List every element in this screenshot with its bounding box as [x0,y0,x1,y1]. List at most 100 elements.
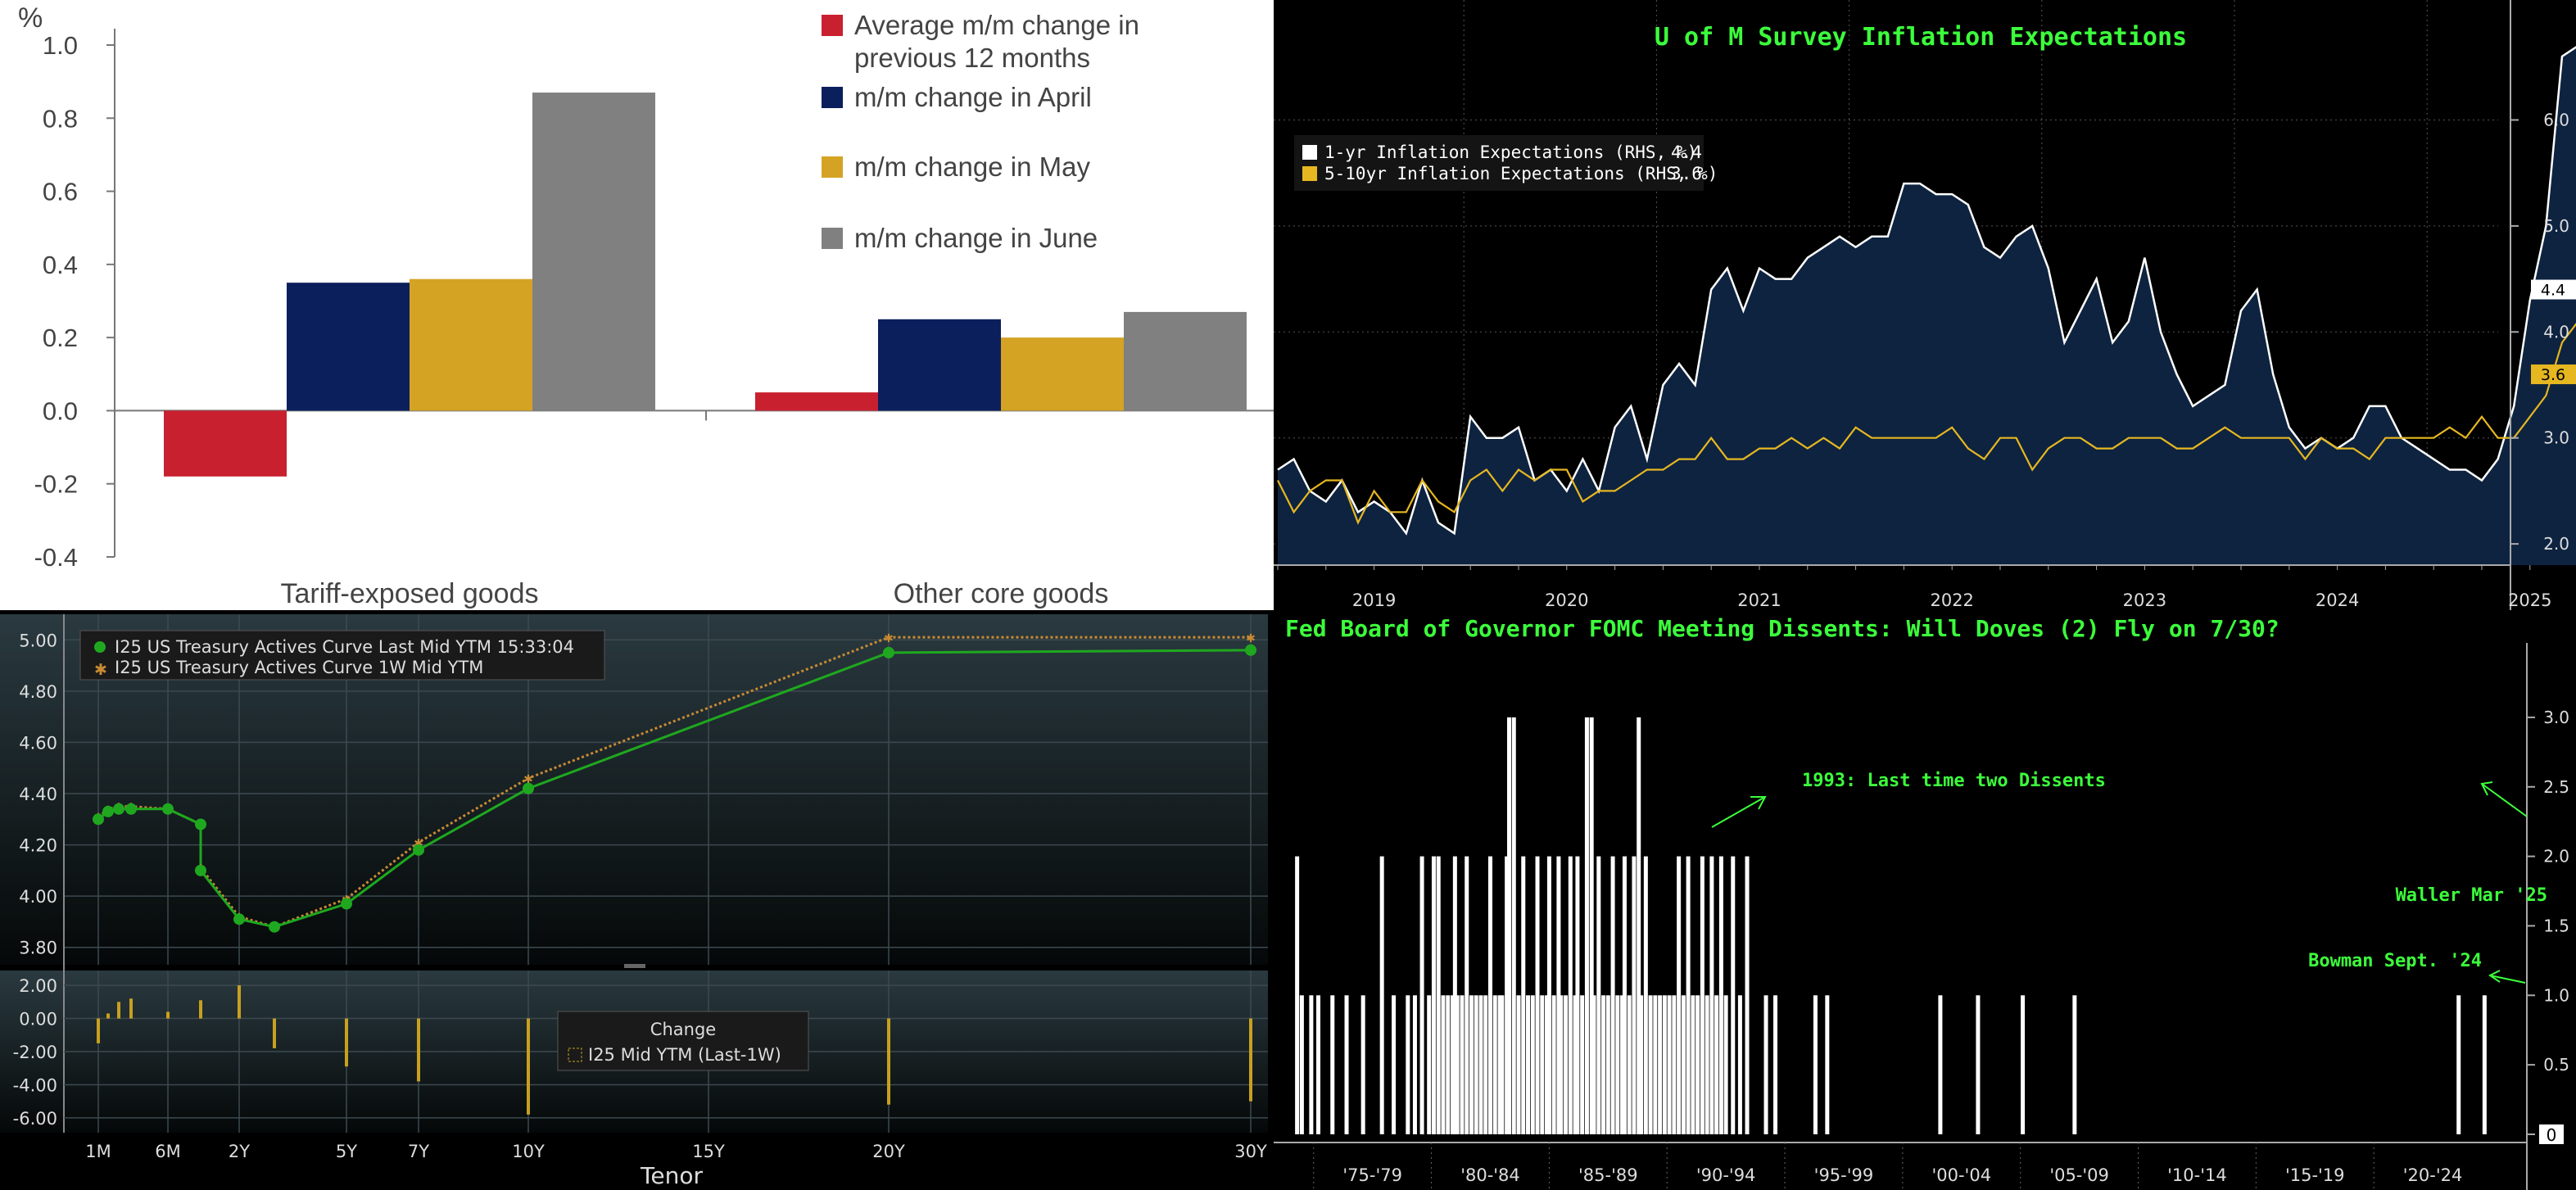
line-5yr [1277,323,2576,525]
dissent-bar [1825,995,1830,1134]
dissent-bar [1309,995,1314,1134]
y-tick-label: 0.5 [2543,1055,2569,1075]
dissent-bar [1330,995,1335,1134]
y-tick-label: 3.0 [2543,428,2569,448]
dissent-bar [1530,995,1535,1134]
curve-last-point [1245,644,1256,656]
dissent-bar [1627,995,1632,1134]
x-tick-label: '00-'04 [1931,1165,1991,1185]
treasury-curve-chart: ✱✱✱✱✱✱✱✱✱✱✱✱✱✱ 5.004.804.604.404.204.003… [0,610,1274,1190]
change-bar [97,1018,100,1043]
dissent-bar [1575,856,1580,1134]
y-tick-label: 4.0 [2543,322,2569,342]
legend-value-5yr: 3.6 [1671,164,1702,183]
legend-swatch [822,156,843,178]
dissent-bar [1344,995,1349,1134]
dissent-bar [1427,995,1432,1134]
curve-last-point [195,818,206,830]
dissent-bar [1379,856,1384,1134]
dissent-bar [1436,856,1441,1134]
dissent-bar [1681,995,1686,1134]
dissent-bar [1540,995,1545,1134]
dissent-bar [1551,995,1556,1134]
bar-2-1 [1001,337,1124,411]
annotation-bowman: Bowman Sept. '24 [2308,951,2526,984]
x-tick-label: 2019 [1352,590,1396,610]
x-tick-label: 5Y [336,1142,357,1161]
legend-label: Average m/m change in [854,10,1139,40]
y-tick-label: 0 [2547,1125,2557,1145]
x-tick-label: 20Y [872,1142,905,1161]
dissent-bar [1497,995,1502,1134]
change-bar [1249,1018,1252,1102]
dissent-bar [1705,995,1709,1134]
dissent-bar [1622,856,1627,1134]
x-tick-label: 15Y [692,1142,725,1161]
dissent-bar [1450,995,1455,1134]
pane-divider-handle[interactable] [624,964,645,968]
category-label: Tariff-exposed goods [280,578,538,609]
y-tick-label: -0.4 [34,543,78,572]
dissent-bar [1483,995,1488,1134]
curve-last-point [233,913,245,925]
dissent-bar [1465,856,1469,1134]
dissent-bar [1763,995,1768,1134]
annotation-bowman-text: Bowman Sept. '24 [2308,951,2482,971]
change-bar [887,1018,890,1105]
last-value-tag [2531,279,2576,300]
change-y-tick-label: 0.00 [19,1010,57,1029]
dissent-bar [1813,995,1818,1134]
dissent-bar [1620,995,1625,1134]
legend-label-1w: I25 US Treasury Actives Curve 1W Mid YTM [115,658,483,677]
x-tick-label: 1M [85,1142,111,1161]
curve-1w-point: ✱ [523,772,533,785]
change-bar [129,998,133,1019]
curve-last-point [341,898,352,910]
dissent-bar [1516,995,1521,1134]
change-bar [166,1011,170,1019]
legend-swatch-1yr [1302,145,1317,160]
dissent-bar [1392,995,1397,1134]
y-tick-label: 4.40 [19,785,57,804]
bar-0-0 [164,410,287,477]
x-tick-label: '20-'24 [2403,1165,2463,1185]
y-tick-label: 4.00 [19,887,57,907]
line-1yr [1277,46,2576,536]
curve-last-point [195,864,206,876]
x-tick-label: '80-'84 [1460,1165,1520,1185]
dissent-bar [1639,995,1644,1134]
dissent-bar [1500,995,1505,1134]
dissent-bar [1662,995,1667,1134]
x-tick-label: '95-'99 [1814,1165,1874,1185]
dissent-bar [1695,995,1700,1134]
x-tick-label: '90-'94 [1696,1165,1756,1185]
dissent-bar [1406,995,1410,1134]
dissent-bar [2021,995,2026,1134]
dissent-bar [1731,856,1736,1134]
y-tick-label: 3.0 [2543,708,2569,727]
dissent-bar [1686,856,1691,1134]
curve-1w-point: ✱ [1246,631,1256,645]
dissent-bar [1580,995,1585,1134]
change-bar [273,1018,276,1048]
dissent-bar [1700,856,1705,1134]
change-bar [199,1000,202,1019]
x-tick-label: '05-'09 [2049,1165,2109,1185]
change-legend-label: I25 Mid YTM (Last-1W) [588,1045,781,1065]
curve-last-point [162,803,174,815]
dissent-bar [1596,856,1601,1134]
dissent-bar [1492,995,1497,1134]
dissent-bar [1412,995,1417,1134]
dissent-bar [1773,995,1778,1134]
x-tick-label: 2023 [2123,590,2166,610]
x-axis-label: Tenor [640,1162,703,1189]
curve-last-point [523,782,534,794]
dissent-bar [1441,995,1446,1134]
dissent-bar [1691,995,1695,1134]
y-unit-label: % [18,2,43,34]
y-tick-label: 0.4 [43,251,78,279]
dissent-bar [1667,995,1672,1134]
legend-label-1yr: 1-yr Inflation Expectations (RHS, %) [1324,143,1697,162]
dissent-bar [1737,995,1742,1134]
umich-chart-panel: 2.0 3.0 4.0 5.0 6.0 2019 2020 2021 2022 2023 2024… [1274,0,2576,610]
